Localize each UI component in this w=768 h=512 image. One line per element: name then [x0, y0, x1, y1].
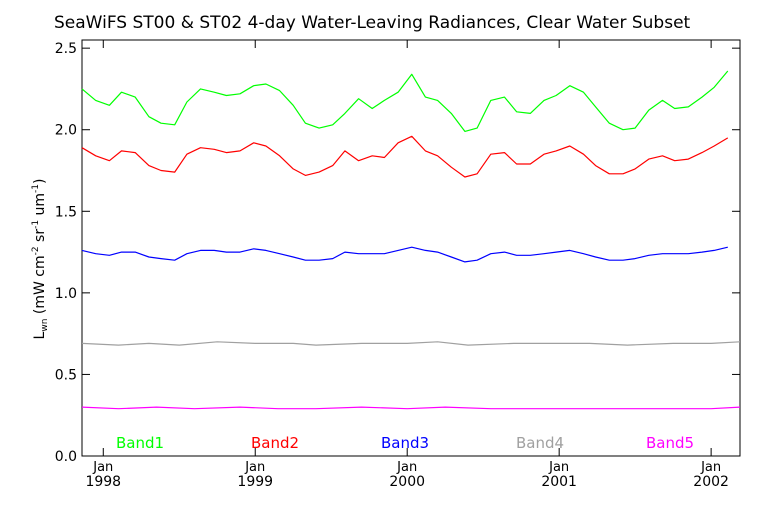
x-tick-month-label: Jan — [700, 460, 721, 475]
x-tick-year-label: 1999 — [237, 474, 273, 490]
y-axis-label-rest-a: (mW cm — [32, 255, 48, 318]
y-tick-label: 0.0 — [55, 449, 77, 465]
y-tick-label: 2.5 — [55, 41, 77, 57]
legend-label-band2: Band2 — [251, 434, 299, 452]
y-axis-label-base: L — [32, 331, 48, 339]
series-line-band3 — [81, 246, 728, 263]
legend-label-band5: Band5 — [646, 434, 694, 452]
legend-label-band1: Band1 — [116, 434, 164, 452]
legend: Band1 Band2 Band3 Band4 Band5 — [116, 434, 694, 452]
x-tick-month-label: Jan — [548, 460, 569, 475]
legend-label-band3: Band3 — [381, 434, 429, 452]
y-axis-label-sub: wn — [40, 319, 50, 332]
y-tick-label: 0.5 — [55, 367, 77, 383]
x-tick-year-label: 2002 — [693, 474, 729, 490]
y-axis-label-rest-d: ) — [32, 179, 48, 184]
y-axis-label-rest-c: um — [32, 193, 48, 220]
y-axis-label: Lwn (mW cm-2 sr-1 um-1) — [31, 179, 50, 340]
x-tick-month-label: Jan — [244, 460, 265, 475]
series-line-band4 — [81, 341, 741, 346]
x-tick-year-label: 2001 — [541, 474, 577, 490]
y-tick-label: 1.0 — [55, 286, 77, 302]
y-tick-label: 2.0 — [55, 123, 77, 139]
y-tick-label: 1.5 — [55, 204, 77, 220]
series-line-band2 — [81, 135, 729, 178]
chart-title: SeaWiFS ST00 & ST02 4-day Water-Leaving … — [54, 13, 691, 33]
x-tick-year-label: 2000 — [389, 474, 425, 490]
y-axis-label-sup-b: -1 — [31, 220, 41, 229]
y-axis-ticks: 0.0 0.5 1.0 1.5 2.0 2.5 — [55, 41, 740, 465]
series-line-band1 — [81, 70, 729, 132]
x-tick-month-label: Jan — [396, 460, 417, 475]
legend-label-band4: Band4 — [516, 434, 564, 452]
y-axis-label-sup-a: -2 — [31, 246, 41, 255]
x-tick-year-label: 1998 — [85, 474, 121, 490]
series-line-band5 — [81, 406, 741, 410]
x-tick-month-label: Jan — [92, 460, 113, 475]
series-lines — [81, 70, 741, 410]
plot-frame — [81, 39, 741, 457]
y-axis-label-rest-b: sr — [32, 229, 48, 247]
y-axis-label-sup-c: -1 — [31, 184, 41, 193]
